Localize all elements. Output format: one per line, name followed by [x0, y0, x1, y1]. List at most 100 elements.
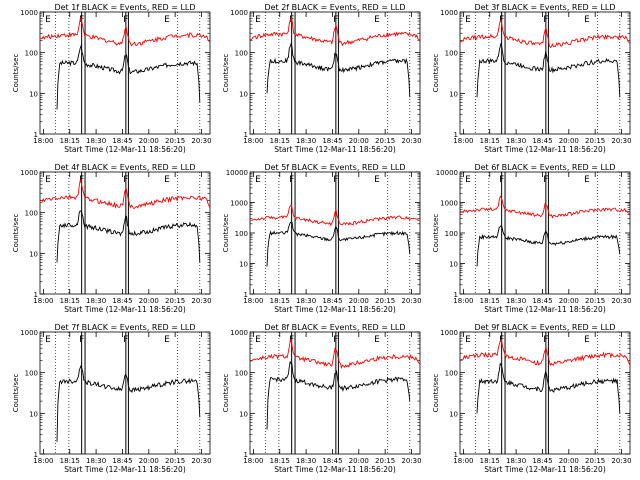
plot-frame — [249, 171, 421, 295]
x-tick-label: 18:45 — [322, 137, 342, 145]
x-tick-label: 18:00 — [453, 457, 473, 465]
y-tick-label: 1 — [454, 291, 458, 299]
y-tick-label: 10 — [239, 410, 248, 418]
y-tick-label: 1000 — [20, 9, 38, 17]
marker-label: E — [164, 175, 170, 185]
x-tick-label: 18:30 — [86, 137, 106, 145]
plot-frame — [459, 11, 631, 135]
y-tick-label: 1 — [454, 451, 458, 459]
panel-title: Det 1f BLACK = Events, RED = LLD — [54, 3, 195, 12]
x-axis-label: Start Time (12-Mar-11 18:56:20) — [274, 145, 396, 154]
x-tick-label: 20:30 — [401, 457, 421, 465]
x-tick-label: 18:15 — [60, 297, 80, 305]
detector-panel-9: Det 9f BLACK = Events, RED = LLD 1 10 100 10… — [432, 323, 632, 474]
y-axis-label: Counts/sec — [432, 54, 440, 93]
y-axis-label: Counts/sec — [222, 214, 230, 253]
panel-title: Det 4f BLACK = Events, RED = LLD — [54, 163, 195, 172]
x-tick-label: 20:00 — [139, 457, 159, 465]
lld-series-line — [459, 338, 631, 367]
y-tick-label: 1000 — [440, 200, 458, 208]
x-tick-label: 20:15 — [375, 137, 395, 145]
y-tick-label: 1 — [244, 291, 248, 299]
panel-title: Det 7f BLACK = Events, RED = LLD — [54, 323, 195, 332]
events-series-line — [56, 210, 201, 263]
x-tick-label: 20:15 — [585, 137, 605, 145]
y-axis-label: Counts/sec — [12, 374, 20, 413]
x-tick-label: 18:30 — [296, 137, 316, 145]
x-axis-label: Start Time (12-Mar-11 18:56:20) — [484, 305, 606, 314]
x-tick-label: 20:00 — [349, 137, 369, 145]
events-series-line — [266, 360, 411, 430]
marker-label: E — [374, 15, 380, 25]
marker-label: E — [584, 15, 590, 25]
y-tick-label: 10 — [239, 90, 248, 98]
lld-series-line — [249, 339, 421, 370]
plot-frame — [459, 331, 631, 455]
x-tick-label: 18:15 — [480, 137, 500, 145]
y-tick-label: 10 — [29, 90, 38, 98]
y-tick-label: 10 — [239, 261, 248, 269]
x-tick-label: 18:15 — [60, 457, 80, 465]
y-tick-label: 1 — [454, 131, 458, 139]
detector-panel-7: Det 7f BLACK = Events, RED = LLD 1 10 100 10… — [12, 323, 212, 474]
events-series-line — [476, 42, 621, 98]
marker-label: E — [45, 15, 51, 25]
x-tick-label: 18:45 — [322, 457, 342, 465]
x-tick-label: 18:45 — [532, 137, 552, 145]
y-tick-label: 100 — [25, 370, 38, 378]
marker-label: E — [45, 175, 51, 185]
y-tick-label: 100 — [25, 210, 38, 218]
y-tick-label: 1000 — [440, 9, 458, 17]
x-tick-label: 18:45 — [532, 297, 552, 305]
marker-label: F — [543, 15, 548, 25]
y-tick-label: 10000 — [226, 169, 248, 177]
panel-title: Det 3f BLACK = Events, RED = LLD — [474, 3, 615, 12]
x-tick-label: 18:00 — [33, 137, 53, 145]
events-series-line — [476, 224, 621, 267]
x-tick-label: 18:00 — [33, 457, 53, 465]
marker-label: F — [543, 175, 548, 185]
x-tick-label: 20:30 — [191, 457, 211, 465]
detector-panel-3: Det 3f BLACK = Events, RED = LLD 1 10 100 10… — [432, 3, 632, 154]
y-tick-label: 10 — [449, 261, 458, 269]
plot-frame — [39, 11, 211, 135]
x-tick-label: 18:45 — [112, 457, 132, 465]
y-tick-label: 1000 — [20, 169, 38, 177]
marker-label: E — [465, 175, 471, 185]
marker-label: E — [465, 335, 471, 345]
x-tick-label: 20:00 — [559, 457, 579, 465]
events-series-line — [56, 364, 201, 442]
x-tick-label: 18:15 — [480, 457, 500, 465]
events-series-line — [56, 44, 201, 110]
marker-label: E — [45, 335, 51, 345]
detector-panel-2: Det 2f BLACK = Events, RED = LLD 1 10 100 10… — [222, 3, 422, 154]
x-tick-label: 20:15 — [165, 457, 185, 465]
y-tick-label: 1000 — [230, 9, 248, 17]
x-tick-label: 18:30 — [86, 457, 106, 465]
marker-label: F — [333, 15, 338, 25]
y-tick-label: 1000 — [230, 329, 248, 337]
marker-label: F — [289, 175, 294, 185]
panel-title: Det 6f BLACK = Events, RED = LLD — [474, 163, 615, 172]
plot-frame — [249, 331, 421, 455]
marker-label: E — [465, 15, 471, 25]
y-axis-label: Counts/sec — [432, 214, 440, 253]
x-tick-label: 18:30 — [296, 297, 316, 305]
x-axis-label: Start Time (12-Mar-11 18:56:20) — [274, 465, 396, 474]
x-axis-label: Start Time (12-Mar-11 18:56:20) — [484, 465, 606, 474]
y-tick-label: 1000 — [440, 329, 458, 337]
x-tick-label: 18:30 — [506, 297, 526, 305]
y-tick-label: 10 — [449, 90, 458, 98]
marker-label: F — [499, 15, 504, 25]
x-tick-label: 20:00 — [349, 297, 369, 305]
x-tick-label: 20:00 — [559, 297, 579, 305]
y-tick-label: 100 — [235, 50, 248, 58]
marker-label: E — [164, 15, 170, 25]
y-axis-label: Counts/sec — [12, 214, 20, 253]
x-tick-label: 18:45 — [322, 297, 342, 305]
y-axis-label: Counts/sec — [222, 54, 230, 93]
lld-series-line — [40, 16, 211, 47]
x-tick-label: 20:30 — [191, 137, 211, 145]
x-tick-label: 20:15 — [375, 457, 395, 465]
y-tick-label: 100 — [445, 230, 458, 238]
